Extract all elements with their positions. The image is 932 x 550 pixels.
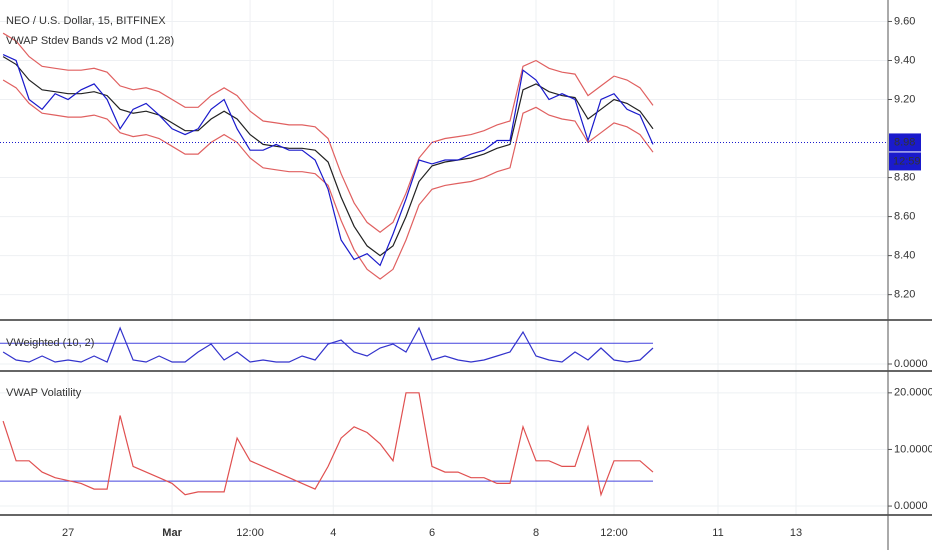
x-tick-label: 8	[533, 527, 539, 539]
series-line	[2, 32, 654, 233]
series-line	[2, 326, 654, 363]
price-label-box	[889, 133, 921, 152]
y-tick-label: 10.0000	[894, 443, 932, 455]
y-tick-label: 8.40	[894, 250, 915, 262]
series-line	[2, 392, 654, 497]
y-tick-label: 9.60	[894, 15, 915, 27]
x-tick-label: 6	[429, 527, 435, 539]
y-tick-label: 8.60	[894, 210, 915, 222]
countdown-label: 12:59	[893, 155, 921, 167]
x-tick-label: 12:00	[600, 527, 628, 539]
y-tick-label: 8.20	[894, 289, 915, 301]
pane-title: VWAP Volatility	[6, 387, 82, 399]
pane-subtitle: VWAP Stdev Bands v2 Mod (1.28)	[6, 35, 174, 47]
series-line	[2, 56, 654, 257]
x-tick-label: 12:00	[236, 527, 264, 539]
x-tick-label: 11	[712, 527, 723, 539]
series-line	[2, 79, 654, 280]
pane-title: VWeighted (10, 2)	[6, 337, 94, 349]
series-line	[2, 54, 654, 267]
x-tick-label: 4	[330, 527, 336, 539]
x-tick-label: Mar	[162, 527, 182, 539]
x-tick-label: 13	[790, 527, 802, 539]
y-tick-label: 9.40	[894, 54, 915, 66]
countdown-box	[889, 152, 921, 171]
price-label: 8.98	[894, 136, 915, 148]
pane-title: NEO / U.S. Dollar, 15, BITFINEX	[6, 15, 166, 27]
y-tick-label: 0.0000	[894, 500, 928, 512]
y-tick-label: 20.0000	[894, 387, 932, 399]
y-tick-label: 0.0000	[894, 358, 928, 370]
x-tick-label: 27	[62, 527, 74, 539]
y-tick-label: 8.80	[894, 171, 915, 183]
y-tick-label: 9.20	[894, 93, 915, 105]
